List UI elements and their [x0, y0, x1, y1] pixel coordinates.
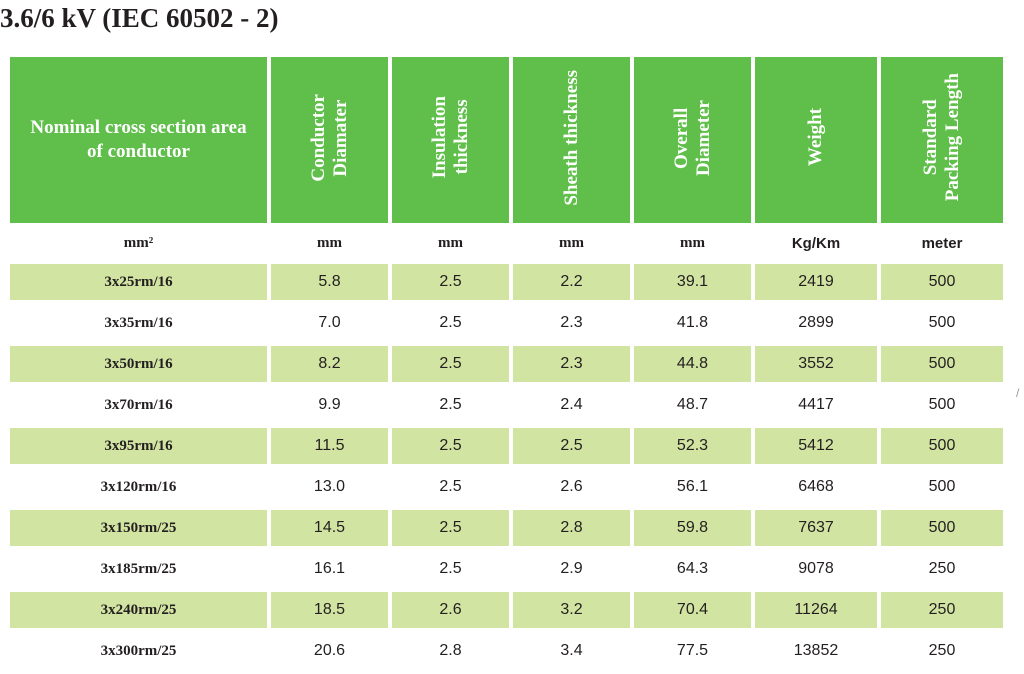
value-cell: 48.7 [634, 387, 751, 428]
value-cell: 2.5 [513, 428, 630, 469]
unit-cell: mm [438, 235, 463, 251]
value-cell: 3552 [755, 346, 877, 387]
value-cell: 7.0 [271, 305, 388, 346]
value-cell: 6468 [755, 469, 877, 510]
value-cell: 500 [881, 346, 1003, 387]
value-cell: 2.5 [392, 387, 509, 428]
value-cell: 2.5 [392, 264, 509, 305]
value-cell: 2.5 [392, 469, 509, 510]
cable-size-cell: 3x70rm/16 [10, 387, 267, 428]
value-cell: 18.5 [271, 592, 388, 633]
cable-size-cell: 3x150rm/25 [10, 510, 267, 551]
value-cell: 16.1 [271, 551, 388, 592]
value-cell: 14.5 [271, 510, 388, 551]
value-cell: 39.1 [634, 264, 751, 305]
value-cell: 2.3 [513, 346, 630, 387]
table-row: 3x120rm/16 13.0 2.5 2.6 56.1 6468 500 [10, 469, 1003, 510]
value-cell: 2.5 [392, 510, 509, 551]
value-cell: 5412 [755, 428, 877, 469]
header-sheath-thickness: Sheath thickness [513, 57, 630, 223]
value-cell: 11264 [755, 592, 877, 633]
unit-cell: mm [559, 235, 584, 251]
value-cell: 2.6 [392, 592, 509, 633]
value-cell: 500 [881, 305, 1003, 346]
header-nominal-cross-section: Nominal cross section area of conductor [10, 57, 267, 223]
value-cell: 13.0 [271, 469, 388, 510]
value-cell: 59.8 [634, 510, 751, 551]
cable-size-cell: 3x240rm/25 [10, 592, 267, 633]
header-standard-packing-length: Standard Packing Length [881, 57, 1003, 223]
value-cell: 2.6 [513, 469, 630, 510]
header-weight: Weight [755, 57, 877, 223]
value-cell: 2.8 [392, 633, 509, 674]
value-cell: 70.4 [634, 592, 751, 633]
edge-marker-icon: / [1016, 386, 1020, 400]
value-cell: 64.3 [634, 551, 751, 592]
value-cell: 500 [881, 428, 1003, 469]
cable-size-cell: 3x120rm/16 [10, 469, 267, 510]
value-cell: 8.2 [271, 346, 388, 387]
value-cell: 3.2 [513, 592, 630, 633]
cable-size-cell: 3x25rm/16 [10, 264, 267, 305]
value-cell: 2.2 [513, 264, 630, 305]
value-cell: 2899 [755, 305, 877, 346]
value-cell: 77.5 [634, 633, 751, 674]
value-cell: 2.4 [513, 387, 630, 428]
unit-cell: meter [921, 235, 963, 252]
unit-cell: mm² [123, 235, 154, 251]
table-row: 3x300rm/25 20.6 2.8 3.4 77.5 13852 250 [10, 633, 1003, 674]
unit-cell: Kg/Km [791, 235, 841, 252]
value-cell: 20.6 [271, 633, 388, 674]
table-row: 3x150rm/25 14.5 2.5 2.8 59.8 7637 500 [10, 510, 1003, 551]
value-cell: 5.8 [271, 264, 388, 305]
value-cell: 2.5 [392, 551, 509, 592]
value-cell: 9078 [755, 551, 877, 592]
header-overall-diameter: Overall Diameter [634, 57, 751, 223]
unit-cell: mm [317, 235, 342, 251]
value-cell: 2.5 [392, 346, 509, 387]
value-cell: 500 [881, 469, 1003, 510]
value-cell: 250 [881, 551, 1003, 592]
table-row: 3x50rm/16 8.2 2.5 2.3 44.8 3552 500 [10, 346, 1003, 387]
cable-size-cell: 3x185rm/25 [10, 551, 267, 592]
table-row: 3x25rm/16 5.8 2.5 2.2 39.1 2419 500 [10, 264, 1003, 305]
value-cell: 2.5 [392, 428, 509, 469]
value-cell: 44.8 [634, 346, 751, 387]
value-cell: 52.3 [634, 428, 751, 469]
value-cell: 9.9 [271, 387, 388, 428]
value-cell: 56.1 [634, 469, 751, 510]
units-row: mm² mm mm mm mm Kg/Km meter [10, 223, 1003, 264]
value-cell: 7637 [755, 510, 877, 551]
table-row: 3x95rm/16 11.5 2.5 2.5 52.3 5412 500 [10, 428, 1003, 469]
table-row: 3x70rm/16 9.9 2.5 2.4 48.7 4417 500 [10, 387, 1003, 428]
value-cell: 500 [881, 387, 1003, 428]
value-cell: 250 [881, 592, 1003, 633]
header-row: Nominal cross section area of conductor C… [10, 57, 1003, 223]
value-cell: 2419 [755, 264, 877, 305]
page-title: 3.6/6 kV (IEC 60502 - 2) [0, 3, 279, 33]
value-cell: 250 [881, 633, 1003, 674]
unit-cell: mm [680, 235, 705, 251]
value-cell: 2.5 [392, 305, 509, 346]
value-cell: 500 [881, 264, 1003, 305]
value-cell: 3.4 [513, 633, 630, 674]
value-cell: 4417 [755, 387, 877, 428]
value-cell: 41.8 [634, 305, 751, 346]
cable-size-cell: 3x35rm/16 [10, 305, 267, 346]
value-cell: 2.3 [513, 305, 630, 346]
value-cell: 500 [881, 510, 1003, 551]
table-row: 3x35rm/16 7.0 2.5 2.3 41.8 2899 500 [10, 305, 1003, 346]
cable-size-cell: 3x95rm/16 [10, 428, 267, 469]
table-row: 3x185rm/25 16.1 2.5 2.9 64.3 9078 250 [10, 551, 1003, 592]
cable-size-cell: 3x50rm/16 [10, 346, 267, 387]
cable-size-cell: 3x300rm/25 [10, 633, 267, 674]
header-insulation-thickness: Insulation thickness [392, 57, 509, 223]
header-conductor-diameter: Conductor Diamater [271, 57, 388, 223]
value-cell: 2.9 [513, 551, 630, 592]
table-row: 3x240rm/25 18.5 2.6 3.2 70.4 11264 250 [10, 592, 1003, 633]
value-cell: 2.8 [513, 510, 630, 551]
value-cell: 13852 [755, 633, 877, 674]
value-cell: 11.5 [271, 428, 388, 469]
cable-spec-table: Nominal cross section area of conductor C… [6, 57, 1007, 674]
